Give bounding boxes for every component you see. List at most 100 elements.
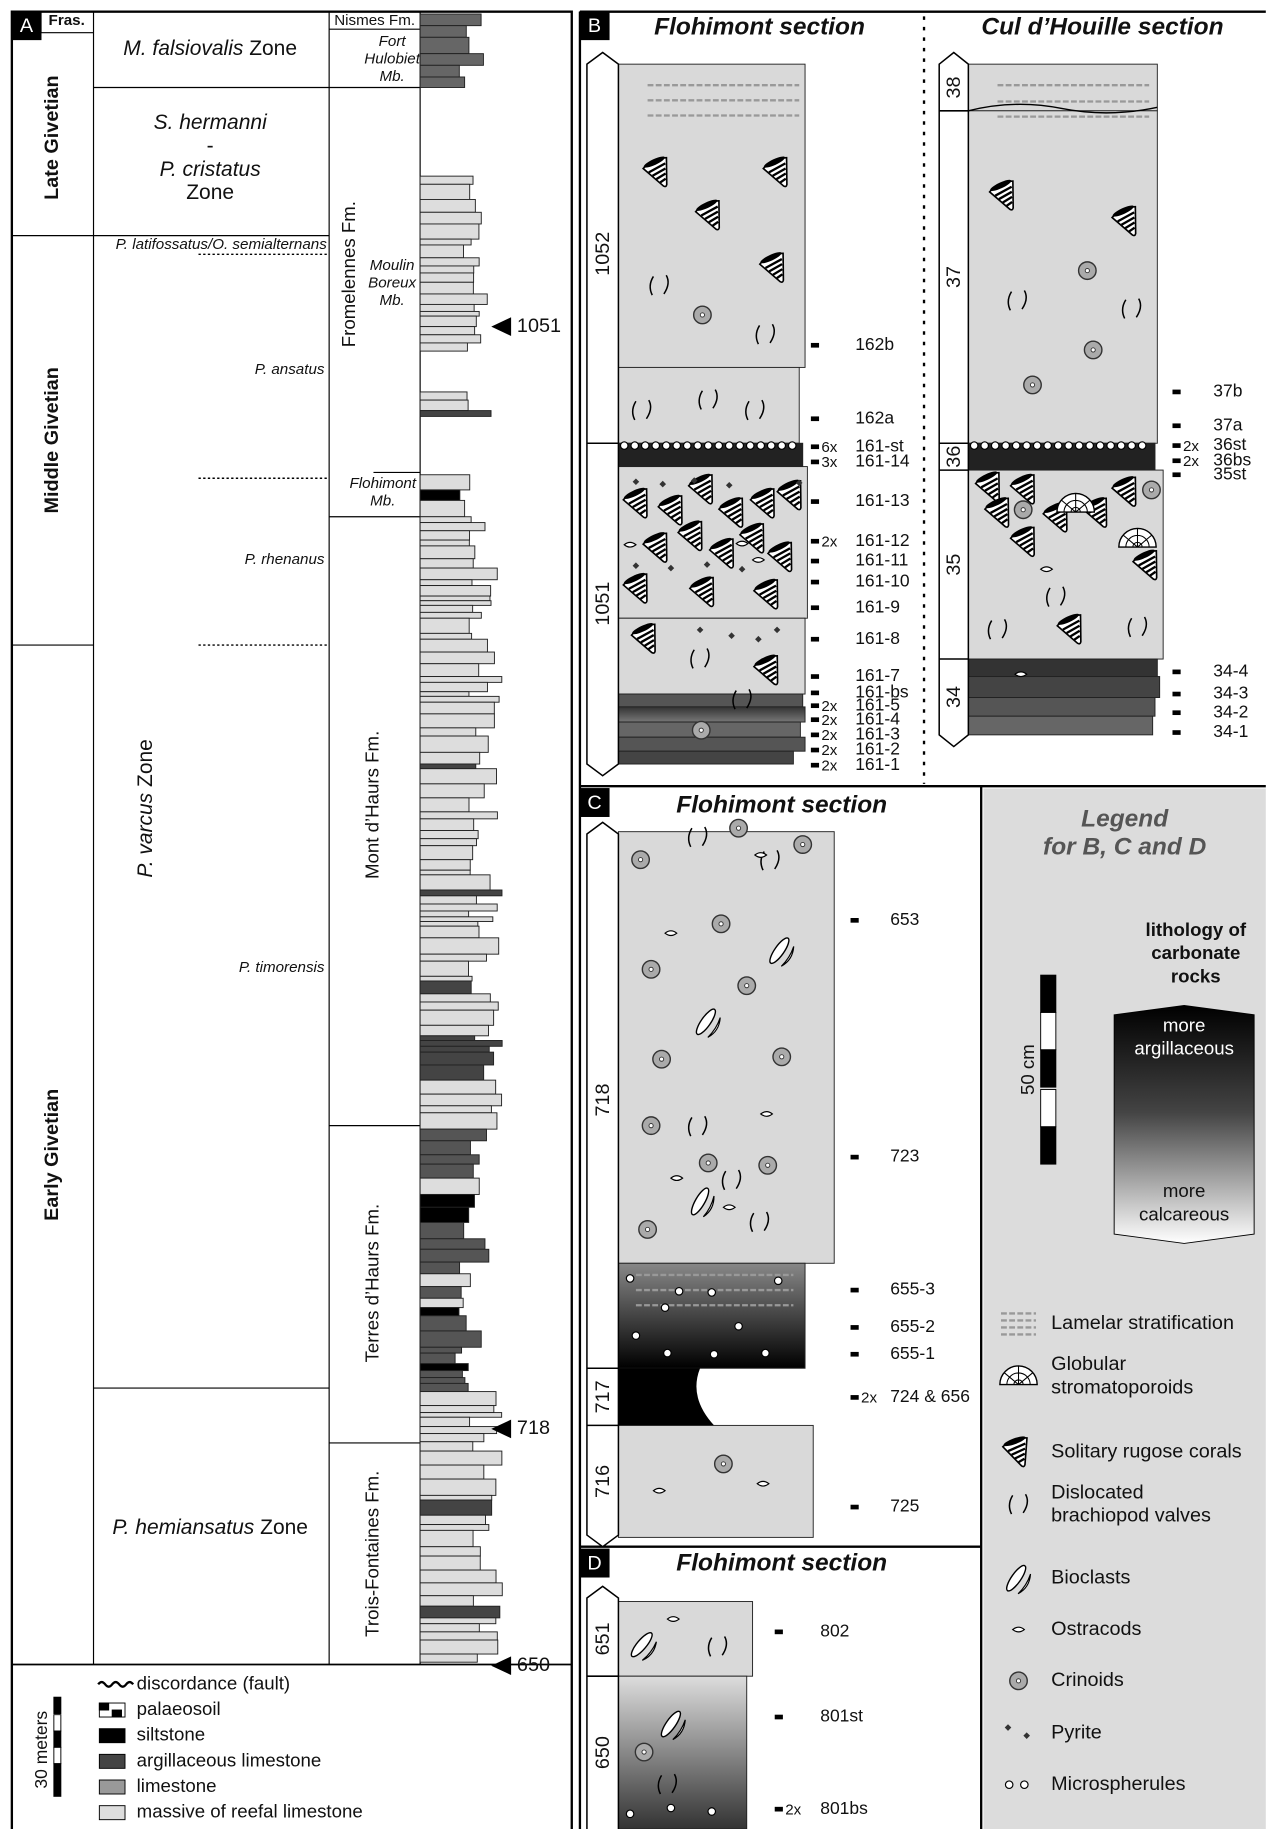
panel-letter: D — [587, 1552, 601, 1574]
stage-label: Early Givetian — [41, 1089, 63, 1221]
log-bed — [420, 1010, 493, 1025]
crinoid-icon — [642, 1117, 659, 1134]
microspherule-icon — [673, 442, 680, 449]
microspherule-icon — [675, 1288, 682, 1295]
sample-tick — [1172, 458, 1180, 463]
zone-part: P. hemiansatus — [112, 1516, 254, 1539]
bed-number: 717 — [592, 1380, 614, 1413]
crinoid-icon — [794, 836, 811, 853]
crinoid-icon — [699, 1154, 716, 1171]
bed-number: 35 — [943, 554, 965, 576]
bed-number: 718 — [592, 1083, 614, 1116]
legend-title: Legend — [1081, 805, 1169, 832]
crinoid-center — [736, 826, 740, 830]
log-bed — [420, 1164, 473, 1178]
log-bed — [420, 904, 497, 911]
log-bed — [420, 199, 475, 212]
log-bed — [420, 652, 494, 664]
microspherule-icon — [661, 1304, 668, 1311]
microspherule-icon — [725, 442, 732, 449]
log-bed — [420, 870, 470, 875]
log-bed — [420, 1178, 479, 1194]
zone-part: Zone — [260, 1516, 308, 1539]
column-layer — [968, 698, 1155, 717]
log-bed — [420, 1606, 500, 1618]
sample-tick — [811, 539, 819, 544]
log-bed — [420, 1094, 501, 1106]
section-title: Flohimont section — [676, 1550, 887, 1577]
scale-label: 50 cm — [1017, 1044, 1038, 1095]
log-bed — [420, 327, 475, 335]
marker-arrow — [491, 1656, 511, 1675]
lithology-title: carbonate — [1151, 942, 1240, 963]
microspherule-icon — [1086, 442, 1093, 449]
log-bed — [420, 1632, 497, 1640]
stage-label: Late Givetian — [41, 75, 63, 199]
log-bed — [420, 294, 487, 304]
log-bed — [420, 1583, 502, 1596]
log-bed — [420, 1556, 480, 1570]
crinoid-center — [801, 842, 805, 846]
marker-label: 718 — [517, 1417, 550, 1439]
log-bed — [420, 65, 459, 77]
log-bed — [420, 846, 473, 860]
lithology-title: rocks — [1171, 965, 1221, 986]
crinoid-icon — [632, 851, 649, 868]
sample-label: 37b — [1213, 381, 1242, 401]
sample-tick — [775, 1807, 783, 1812]
log-bed — [420, 1392, 496, 1406]
log-bed — [420, 798, 469, 812]
log-bed — [420, 911, 468, 917]
microspherule-icon — [970, 442, 977, 449]
crinoid-center — [766, 1163, 770, 1167]
section-title: Cul d’Houille section — [981, 13, 1223, 40]
legend-label: massive of reefal limestone — [137, 1801, 363, 1822]
page: {"panel_a":{"label":"A","header":"Fras."… — [0, 0, 1266, 1829]
member-label: Mb. — [370, 493, 395, 510]
marker-label: 650 — [517, 1654, 550, 1676]
legend-discordance — [98, 1682, 133, 1687]
log-bed — [420, 490, 460, 500]
crinoid-center — [1016, 1679, 1020, 1683]
microspherule-icon — [991, 442, 998, 449]
legend-siltstone — [99, 1729, 125, 1743]
microspherule-icon — [667, 1804, 674, 1811]
crinoid-center — [780, 1055, 784, 1059]
log-bed — [420, 784, 484, 798]
sample-label: 161-11 — [855, 550, 908, 570]
ostracod-icon — [753, 558, 765, 563]
log-bed — [420, 282, 473, 294]
zone-label: M. falsiovalisZone — [123, 37, 297, 60]
sample-tick — [775, 1630, 783, 1635]
microspherule-icon — [1044, 442, 1051, 449]
microspherule-icon — [663, 442, 670, 449]
crinoid-center — [721, 1462, 725, 1466]
log-bed — [420, 612, 481, 618]
ostracod-icon — [1015, 672, 1027, 677]
log-bed — [420, 1207, 469, 1222]
log-bed — [420, 1040, 502, 1046]
log-bed — [420, 176, 473, 184]
log-bed — [420, 954, 486, 961]
crinoid-icon — [759, 1157, 776, 1174]
crinoid-icon — [1084, 341, 1101, 358]
log-bed — [420, 682, 487, 691]
sample-tick — [851, 1288, 859, 1293]
ostracod-icon — [653, 1488, 665, 1493]
sample-tick — [851, 1505, 859, 1510]
log-bed — [420, 1113, 497, 1129]
ostracod-icon — [761, 1112, 773, 1117]
log-bed — [420, 1427, 496, 1434]
sample-label: 37a — [1213, 414, 1242, 434]
log-bed — [420, 411, 491, 417]
ostracod-icon — [1013, 1627, 1025, 1632]
sample-tick — [1172, 730, 1180, 735]
sample-label: 35st — [1213, 463, 1246, 483]
legend-item: Ostracods — [1051, 1618, 1141, 1640]
microspherule-icon — [715, 442, 722, 449]
microspherule-icon — [626, 1810, 633, 1817]
log-bed — [420, 1222, 464, 1238]
column-layer — [618, 832, 834, 1264]
crinoid-center — [1091, 348, 1095, 352]
sample-tick — [851, 1395, 859, 1400]
